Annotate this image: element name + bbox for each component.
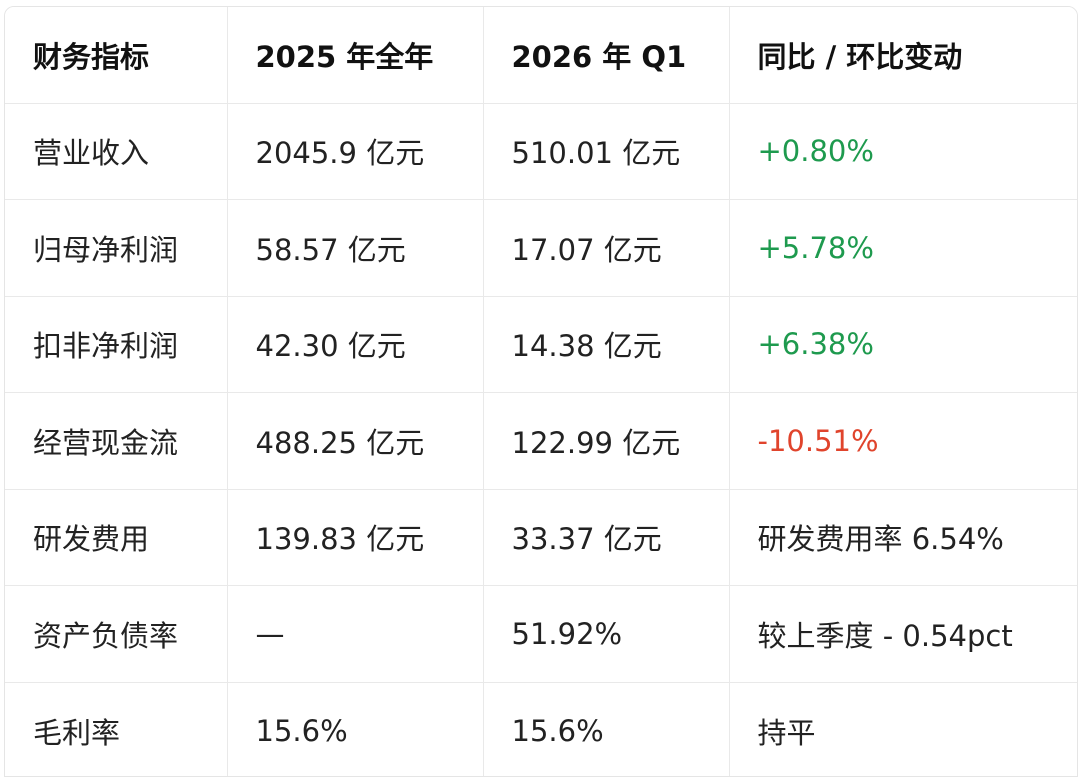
table-row: 经营现金流 488.25 亿元 122.99 亿元 -10.51% <box>5 392 1077 490</box>
cell-change: +5.78% <box>729 199 1077 297</box>
cell-metric: 资产负债率 <box>5 585 228 683</box>
cell-change: 较上季度 - 0.54pct <box>729 585 1077 683</box>
cell-fy2025: 15.6% <box>227 682 484 776</box>
cell-q1-2026: 17.07 亿元 <box>483 199 730 297</box>
table-row: 归母净利润 58.57 亿元 17.07 亿元 +5.78% <box>5 199 1077 297</box>
cell-change: +0.80% <box>729 103 1077 200</box>
cell-metric: 扣非净利润 <box>5 296 228 393</box>
financial-metrics-table: 财务指标 2025 年全年 2026 年 Q1 同比 / 环比变动 营业收入 2… <box>5 7 1077 776</box>
cell-q1-2026: 122.99 亿元 <box>483 392 730 490</box>
table-row: 扣非净利润 42.30 亿元 14.38 亿元 +6.38% <box>5 296 1077 393</box>
header-metric: 财务指标 <box>5 7 228 104</box>
cell-metric: 研发费用 <box>5 489 228 586</box>
header-q1-2026: 2026 年 Q1 <box>483 7 730 104</box>
cell-fy2025: 2045.9 亿元 <box>227 103 484 200</box>
cell-metric: 毛利率 <box>5 682 228 776</box>
cell-fy2025: 42.30 亿元 <box>227 296 484 393</box>
table-header-row: 财务指标 2025 年全年 2026 年 Q1 同比 / 环比变动 <box>5 7 1077 104</box>
cell-metric: 营业收入 <box>5 103 228 200</box>
cell-change: +6.38% <box>729 296 1077 393</box>
table-row: 营业收入 2045.9 亿元 510.01 亿元 +0.80% <box>5 103 1077 200</box>
header-fy2025: 2025 年全年 <box>227 7 484 104</box>
cell-q1-2026: 51.92% <box>483 585 730 683</box>
cell-q1-2026: 14.38 亿元 <box>483 296 730 393</box>
cell-q1-2026: 510.01 亿元 <box>483 103 730 200</box>
cell-change: 研发费用率 6.54% <box>729 489 1077 586</box>
financial-table-container: 财务指标 2025 年全年 2026 年 Q1 同比 / 环比变动 营业收入 2… <box>4 6 1078 777</box>
cell-metric: 经营现金流 <box>5 392 228 490</box>
cell-change: 持平 <box>757 715 816 750</box>
cell-fy2025: 139.83 亿元 <box>227 489 484 586</box>
cell-fy2025: 58.57 亿元 <box>227 199 484 297</box>
cell-fy2025: 488.25 亿元 <box>227 392 484 490</box>
table-row: 研发费用 139.83 亿元 33.37 亿元 研发费用率 6.54% <box>5 489 1077 586</box>
cell-q1-2026: 33.37 亿元 <box>483 489 730 586</box>
header-change: 同比 / 环比变动 <box>729 7 1077 104</box>
table-row: 毛利率 15.6% 15.6% 持平 <box>5 682 1077 776</box>
cell-fy2025: — <box>227 585 484 683</box>
table-row: 资产负债率 — 51.92% 较上季度 - 0.54pct <box>5 585 1077 683</box>
cell-q1-2026: 15.6% <box>483 682 730 776</box>
cell-change: -10.51% <box>729 392 1077 490</box>
cell-metric: 归母净利润 <box>5 199 228 297</box>
